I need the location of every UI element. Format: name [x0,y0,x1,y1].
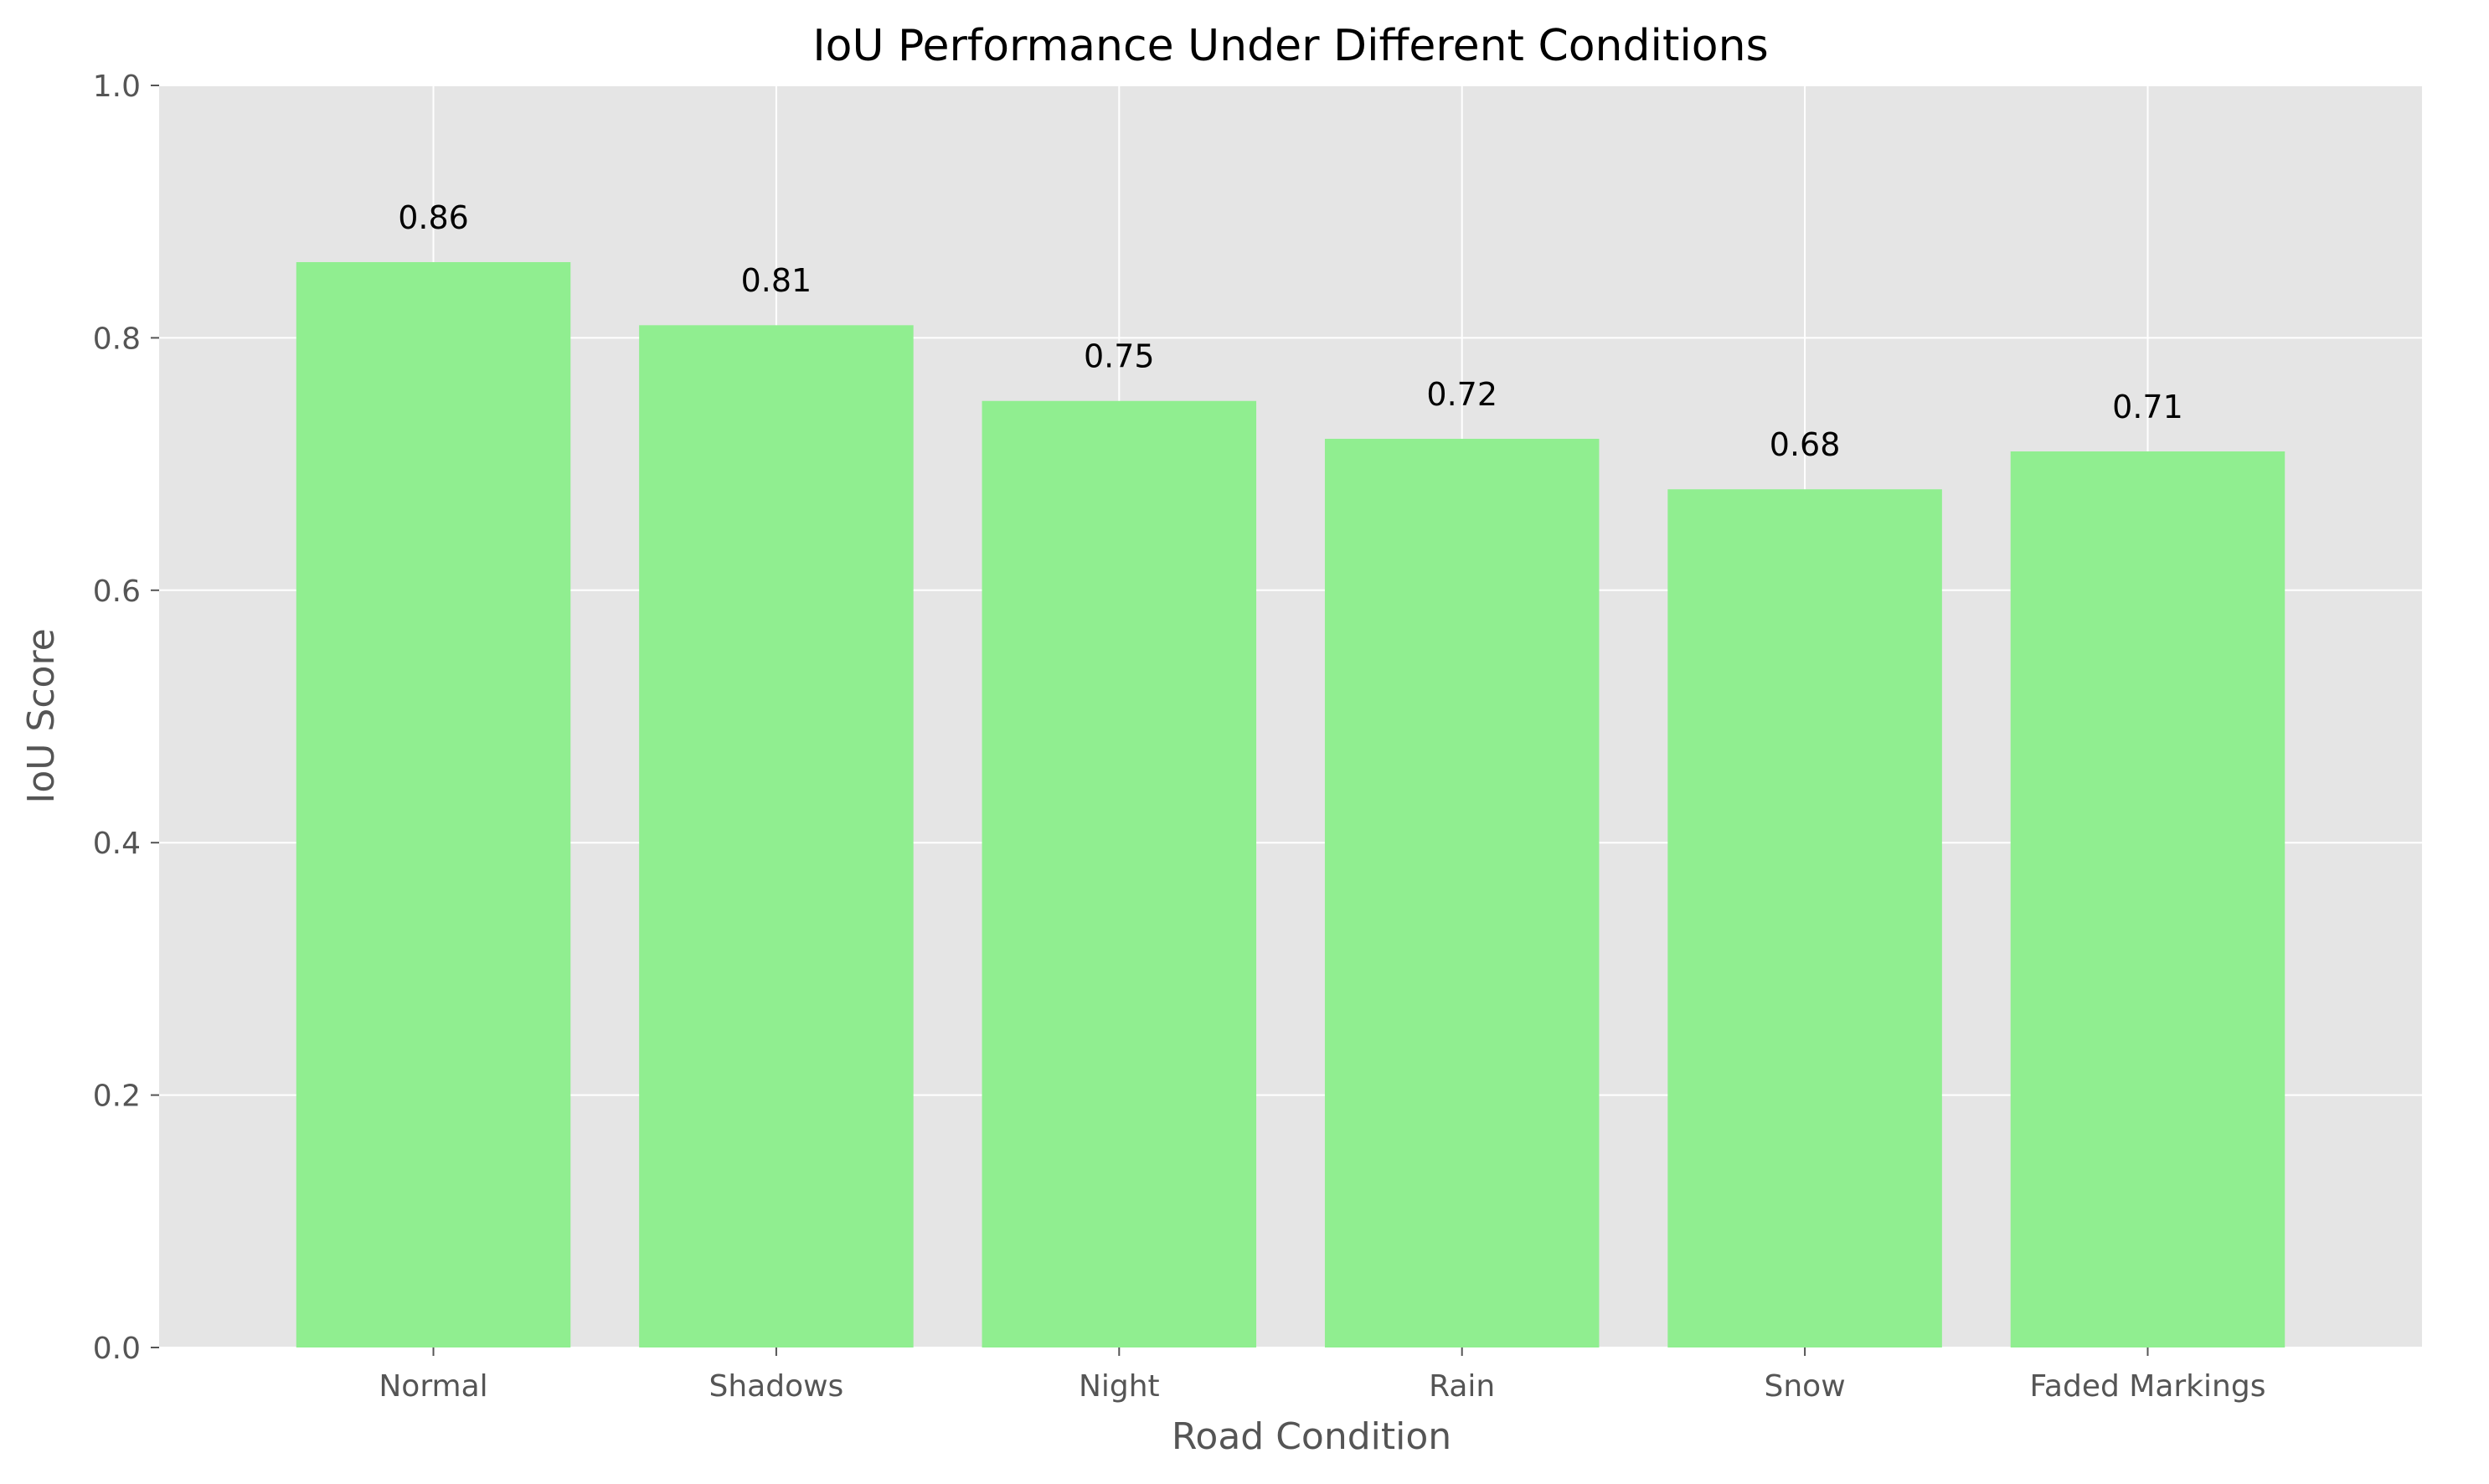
y-tick-label: 0.2 [93,1080,141,1114]
value-labels: 0.86 0.81 0.75 0.72 0.68 0.71 [398,199,2183,463]
x-tick-label: Normal [379,1369,487,1404]
bar-value-label: 0.72 [1426,376,1497,413]
y-tick-label: 0.4 [93,827,141,861]
bar-value-label: 0.68 [1770,426,1841,463]
x-tick-label: Snow [1765,1369,1846,1404]
y-tick-label: 0.8 [93,322,141,356]
bar-snow [1667,489,1942,1347]
x-tick-label: Rain [1429,1369,1495,1404]
bar-normal [296,261,571,1348]
bar-value-label: 0.75 [1084,338,1155,375]
y-tick-label: 0.0 [93,1332,141,1366]
bars [296,261,2285,1348]
bar-night [982,400,1257,1347]
bar-value-label: 0.71 [2112,389,2183,425]
x-axis-ticks: Normal Shadows Night Rain Snow Faded Markings [379,1347,2265,1404]
x-tick-label: Night [1079,1369,1160,1404]
y-axis-label: IoU Score [20,628,63,803]
bar-value-label: 0.86 [398,199,469,236]
bar-faded-markings [2010,451,2285,1347]
bar-rain [1324,438,1600,1348]
y-axis-ticks: 0.0 0.2 0.4 0.6 0.8 1.0 [93,70,159,1366]
x-tick-label: Faded Markings [2030,1369,2266,1404]
bar-value-label: 0.81 [741,262,812,299]
y-tick-label: 0.6 [93,575,141,609]
x-tick-label: Shadows [709,1369,844,1404]
bar-shadows [639,325,914,1348]
y-tick-label: 1.0 [93,70,141,104]
x-axis-label: Road Condition [1172,1415,1451,1458]
chart-title: IoU Performance Under Different Conditio… [812,21,1768,71]
